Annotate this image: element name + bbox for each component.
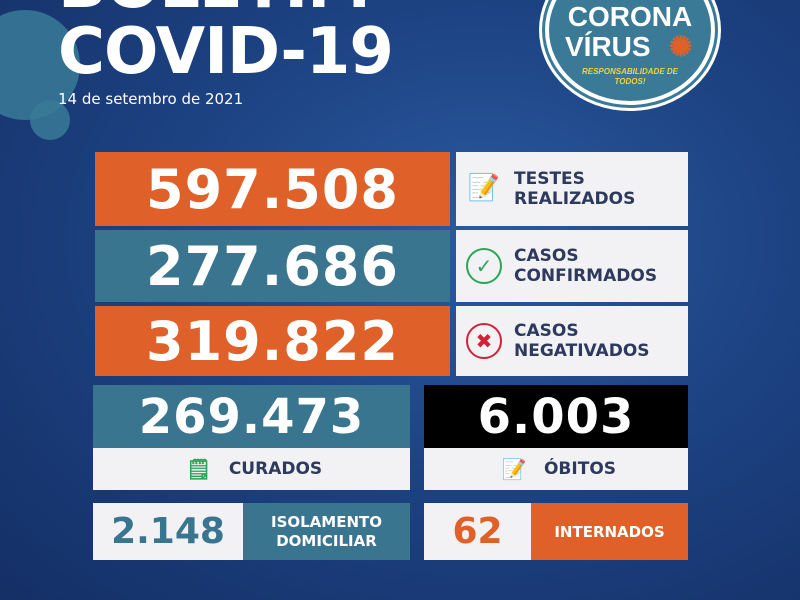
- badge-line1: CORONA: [567, 1, 693, 32]
- date: 14 de setembro de 2021: [58, 90, 244, 108]
- badge-line2: VÍRUS: [565, 31, 651, 62]
- label-line2: NEGATIVADOS: [514, 341, 650, 361]
- clipboard-check-icon: 🗒: [186, 457, 212, 481]
- negativados-value: 319.822: [95, 306, 450, 376]
- curados-text: CURADOS: [228, 458, 323, 479]
- confirmados-label: ✓ CASOS CONFIRMADOS: [456, 230, 688, 302]
- testes-label: 📝 TESTES REALIZADOS: [456, 152, 688, 226]
- confirmados-value: 277.686: [95, 230, 450, 302]
- isolamento-label: ISOLAMENTO DOMICILIAR: [243, 503, 410, 560]
- title-line1: BOLETIM: [58, 0, 371, 18]
- obitos-text: ÓBITOS: [543, 458, 617, 479]
- negativados-label: ✖ CASOS NEGATIVADOS: [456, 306, 688, 376]
- label-line1: ISOLAMENTO: [270, 512, 382, 531]
- curados-value: 269.473: [93, 385, 410, 448]
- label-line1: CASOS: [514, 245, 579, 266]
- virus-icon: ✺: [669, 31, 693, 62]
- x-circle-icon: ✖: [466, 323, 502, 359]
- obitos-label: 📝 ÓBITOS: [424, 448, 688, 490]
- label-line2: DOMICILIAR: [276, 531, 377, 550]
- document-pencil-icon: 📝: [501, 457, 527, 481]
- label-line2: REALIZADOS: [514, 189, 636, 209]
- curados-label: 🗒 CURADOS: [93, 448, 410, 490]
- badge-tagline: RESPONSABILIDADE DE TODOS!: [581, 67, 678, 86]
- label-line1: CASOS: [514, 320, 579, 341]
- isolamento-value: 2.148: [93, 503, 243, 560]
- label-line1: TESTES: [514, 168, 585, 189]
- check-circle-icon: ✓: [466, 248, 502, 284]
- title-line2: COVID-19: [58, 15, 394, 89]
- virus-decoration: [30, 100, 70, 140]
- internados-value: 62: [424, 503, 531, 560]
- corona-virus-logo: CORONA VÍRUS ✺ RESPONSABILIDADE DE TODOS…: [545, 0, 715, 105]
- obitos-value: 6.003: [424, 385, 688, 448]
- document-pencil-icon: 📝: [467, 173, 501, 204]
- label-line2: CONFIRMADOS: [514, 266, 658, 286]
- internados-label: INTERNADOS: [531, 503, 688, 560]
- testes-value: 597.508: [95, 152, 450, 226]
